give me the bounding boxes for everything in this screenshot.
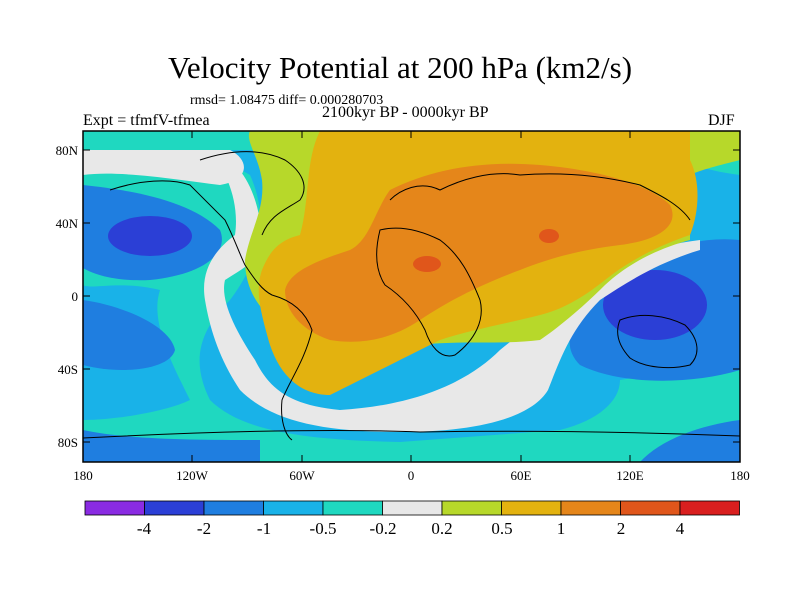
experiment-label: Expt = tfmfV-tfmea xyxy=(83,112,210,129)
coastline-africa xyxy=(376,227,482,357)
lat-tick-labels: 80N 40N 0 40S 80S xyxy=(56,143,79,450)
lat-tick-label: 80S xyxy=(58,435,78,450)
lon-tick-label: 120E xyxy=(616,468,644,483)
lon-tick-label: 180 xyxy=(73,468,93,483)
coastline-north-america xyxy=(199,151,305,236)
lon-tick-label: 60E xyxy=(511,468,532,483)
coastline-eurasia xyxy=(389,173,691,221)
colorbar: -4 -2 -1 -0.5 -0.2 0.2 0.5 1 2 4 xyxy=(84,500,740,538)
colorbar-box xyxy=(501,500,562,516)
lon-tick-marks xyxy=(191,131,631,462)
period-label: 2100kyr BP - 0000kyr BP xyxy=(322,104,489,121)
lat-tick-label: 40S xyxy=(58,362,78,377)
lon-tick-label: 0 xyxy=(408,468,415,483)
colorbar-label: -0.2 xyxy=(370,519,397,538)
coastline-australia xyxy=(617,315,698,369)
field-negative-antarctic-east xyxy=(640,420,740,462)
field-strong-positive-africa xyxy=(413,256,441,272)
colorbar-boxes xyxy=(84,500,740,516)
colorbar-box xyxy=(679,500,740,516)
velocity-potential-field xyxy=(83,131,740,462)
lon-tick-labels: 180 120W 60W 0 60E 120E 180 xyxy=(73,468,750,483)
lat-tick-label: 80N xyxy=(56,143,79,158)
lon-tick-label: 60W xyxy=(289,468,315,483)
colorbar-box xyxy=(84,500,145,516)
colorbar-box xyxy=(144,500,205,516)
colorbar-label: 2 xyxy=(617,519,626,538)
field-neutral-band xyxy=(204,150,700,432)
field-negative-south-pacific xyxy=(83,300,175,370)
colorbar-label: 0.5 xyxy=(491,519,512,538)
field-strong-negative-north-pacific xyxy=(108,216,192,256)
colorbar-box xyxy=(322,500,383,516)
colorbar-box xyxy=(203,500,264,516)
lon-tick-label: 120W xyxy=(176,468,209,483)
colorbar-label: -1 xyxy=(257,519,271,538)
lon-tick-label: 180 xyxy=(730,468,750,483)
lat-tick-label: 40N xyxy=(56,216,79,231)
lat-tick-marks xyxy=(83,149,740,443)
colorbar-label: 4 xyxy=(676,519,685,538)
plot-title: Velocity Potential at 200 hPa (km2/s) xyxy=(167,50,633,85)
colorbar-label: 0.2 xyxy=(431,519,452,538)
colorbar-box xyxy=(382,500,443,516)
season-label: DJF xyxy=(708,112,735,129)
field-strong-negative-maritime xyxy=(603,270,707,340)
field-negative-antarctic-west xyxy=(83,430,260,462)
colorbar-box xyxy=(263,500,324,516)
colorbar-label: -0.5 xyxy=(310,519,337,538)
rmsd-diff-stats: rmsd= 1.08475 diff= 0.000280703 xyxy=(190,93,384,108)
colorbar-label: -2 xyxy=(197,519,211,538)
field-positive-region xyxy=(285,163,673,342)
colorbar-box xyxy=(441,500,502,516)
coastline-antarctica xyxy=(83,429,740,439)
colorbar-label: 1 xyxy=(557,519,566,538)
colorbar-labels: -4 -2 -1 -0.5 -0.2 0.2 0.5 1 2 4 xyxy=(137,519,685,538)
colorbar-box xyxy=(620,500,681,516)
field-strong-positive-asia xyxy=(539,229,559,243)
colorbar-label: -4 xyxy=(137,519,152,538)
lat-tick-label: 0 xyxy=(72,289,79,304)
coastlines xyxy=(83,151,740,441)
coastline-americas xyxy=(109,180,313,441)
colorbar-box xyxy=(560,500,621,516)
